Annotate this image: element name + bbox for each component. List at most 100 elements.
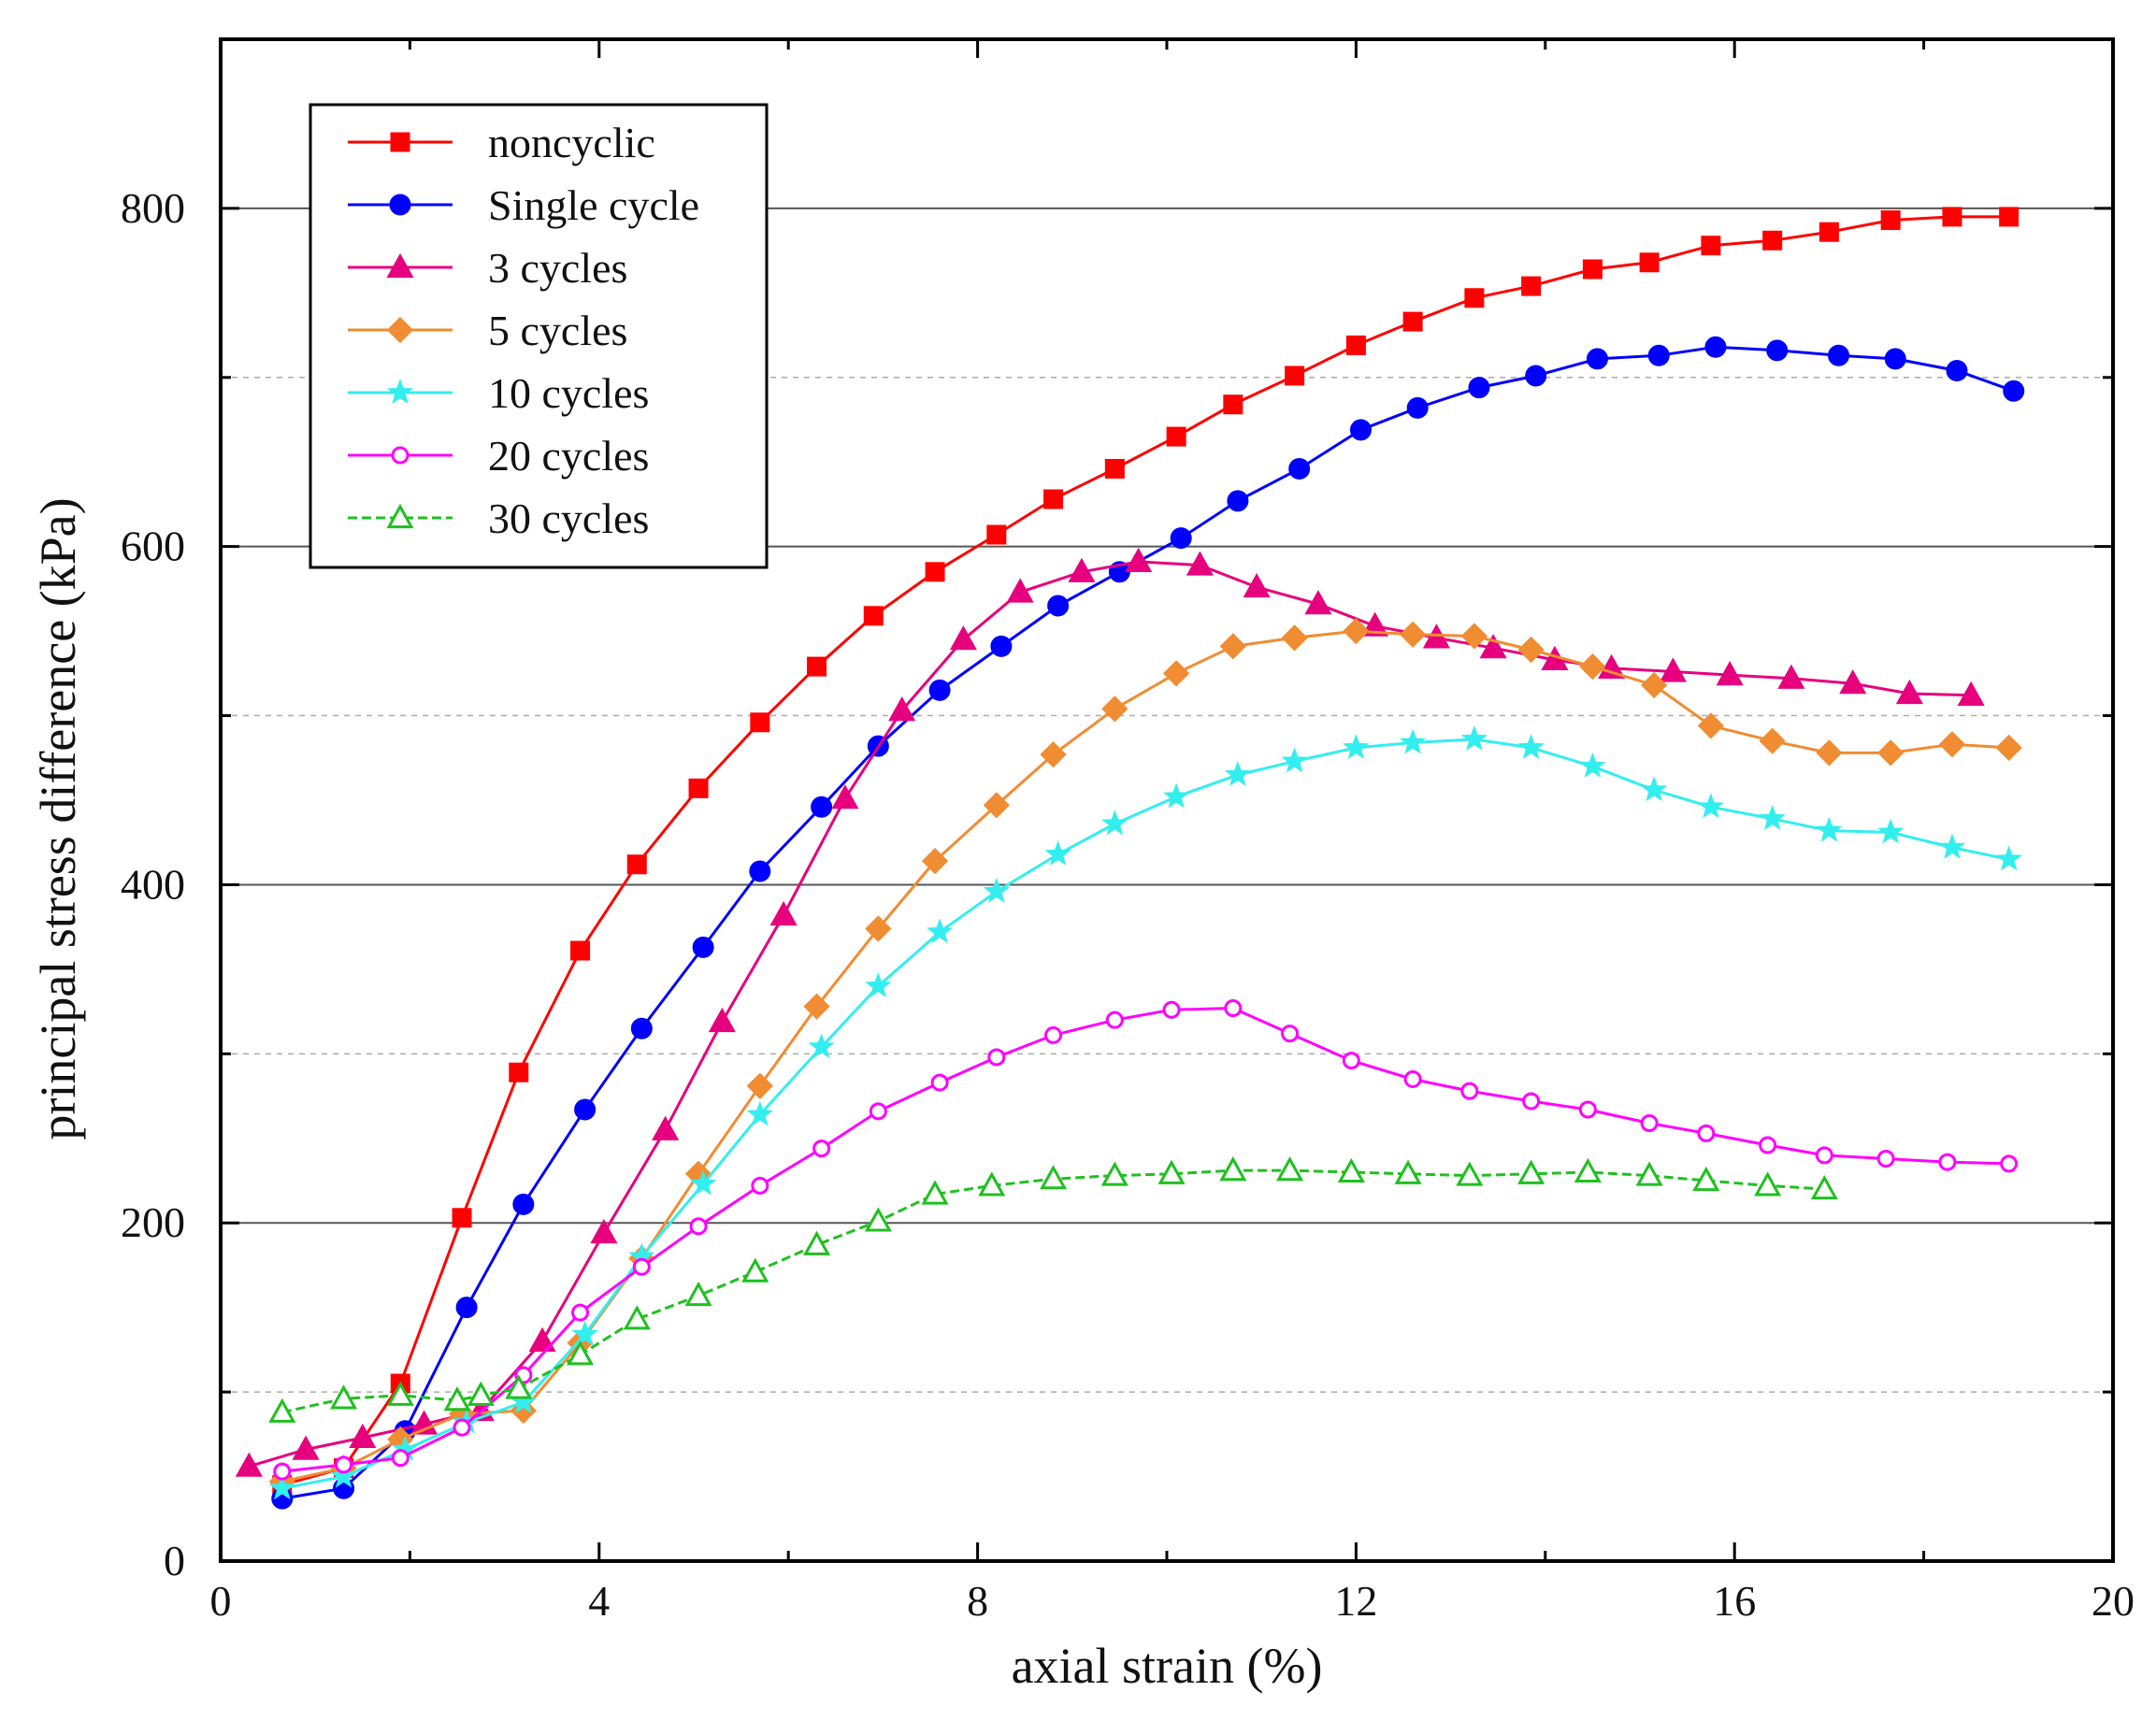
data-point-single-cycle <box>1828 344 1850 366</box>
data-point-20-cycles <box>2000 1154 2019 1173</box>
data-point-3-cycles <box>1716 661 1744 686</box>
data-point-10-cycles <box>1281 747 1308 773</box>
data-point-single-cycle <box>574 1098 596 1121</box>
data-point-5-cycles <box>983 792 1010 819</box>
data-point-noncyclic <box>1345 335 1366 355</box>
data-point-single-cycle <box>2003 380 2025 402</box>
data-point-20-cycles <box>335 1455 353 1474</box>
data-point-20-cycles <box>1697 1124 1716 1142</box>
data-point-30-cycles <box>623 1305 651 1330</box>
data-point-10-cycles <box>1517 734 1545 759</box>
data-point-20-cycles <box>391 1449 410 1468</box>
data-point-20-cycles <box>930 1073 949 1092</box>
data-point-single-cycle <box>1170 527 1192 550</box>
data-point-30-cycles <box>1040 1165 1068 1190</box>
data-point-noncyclic <box>863 606 884 626</box>
y-tick-label: 800 <box>121 184 185 232</box>
data-point-5-cycles <box>1040 741 1067 768</box>
series-5-cycles <box>268 617 2022 1496</box>
y-tick-label: 400 <box>121 860 185 908</box>
x-tick-label: 0 <box>210 1577 232 1625</box>
data-point-30-cycles <box>330 1384 358 1410</box>
data-point-noncyclic <box>1285 366 1305 386</box>
data-point-noncyclic <box>986 524 1007 545</box>
data-point-30-cycles <box>1219 1156 1247 1182</box>
data-point-single-cycle <box>1047 595 1070 617</box>
data-point-30-cycles <box>1517 1159 1545 1184</box>
data-point-30-cycles <box>1337 1157 1365 1183</box>
data-point-5-cycles <box>1281 624 1308 652</box>
legend-label-single-cycle: Single cycle <box>488 181 699 229</box>
data-point-3-cycles <box>1598 653 1626 680</box>
data-point-single-cycle <box>1525 365 1547 387</box>
data-point-20-cycles <box>751 1176 769 1195</box>
data-point-10-cycles <box>1460 724 1488 751</box>
data-point-10-cycles <box>1877 818 1904 844</box>
legend-label-noncyclic: noncyclic <box>488 119 655 166</box>
data-point-single-cycle <box>749 860 771 882</box>
data-point-5-cycles <box>1759 727 1786 754</box>
data-point-noncyclic <box>1464 288 1485 308</box>
legend-label-3-cycles: 3 cycles <box>488 244 627 292</box>
data-point-5-cycles <box>1343 617 1370 645</box>
data-point-noncyclic <box>1818 222 1839 242</box>
data-point-noncyclic <box>1166 426 1186 447</box>
data-point-10-cycles <box>926 918 954 944</box>
x-tick-label: 12 <box>1334 1577 1377 1625</box>
data-point-20-cycles <box>1281 1025 1300 1043</box>
legend: noncyclic Single cycle 3 cycles 5 cycles 10 … <box>309 103 769 569</box>
data-point-30-cycles <box>467 1381 495 1406</box>
data-point-20-cycles <box>987 1048 1006 1067</box>
data-point-noncyclic <box>509 1062 529 1082</box>
data-point-10-cycles <box>330 1462 357 1488</box>
data-point-30-cycles <box>1456 1161 1484 1186</box>
data-point-3-cycles <box>1186 551 1214 576</box>
data-point-3-cycles <box>1479 634 1507 659</box>
data-point-3-cycles <box>1839 669 1867 695</box>
y-axis-title: principal stress difference (kPa) <box>30 497 86 1140</box>
data-point-10-cycles <box>1343 734 1370 759</box>
x-tick-label: 4 <box>588 1577 610 1625</box>
legend-label-30-cycles: 30 cycles <box>488 494 649 542</box>
data-point-single-cycle <box>630 1017 653 1039</box>
data-point-5-cycles <box>1399 621 1427 648</box>
data-point-20-cycles <box>1938 1153 1957 1171</box>
y-tick-label: 600 <box>121 523 185 570</box>
data-point-20-cycles <box>1460 1082 1479 1100</box>
data-point-noncyclic <box>925 562 945 582</box>
y-axis-tick-labels: 0 200 400 600 800 <box>121 184 185 1584</box>
data-point-10-cycles <box>689 1169 717 1196</box>
data-point-30-cycles <box>1394 1159 1422 1184</box>
legend-box <box>309 103 769 569</box>
data-point-single-cycle <box>1586 348 1608 370</box>
x-tick-label: 16 <box>1713 1577 1756 1625</box>
data-point-single-cycle <box>1406 396 1429 419</box>
data-point-single-cycle <box>692 936 714 958</box>
data-point-single-cycle <box>1704 336 1727 358</box>
data-point-noncyclic <box>626 854 647 875</box>
data-point-3-cycles <box>1068 557 1096 582</box>
x-axis-tick-labels: 0 4 8 12 16 20 <box>210 1577 2135 1625</box>
data-point-noncyclic <box>807 656 827 677</box>
data-point-3-cycles <box>1422 624 1450 649</box>
data-point-10-cycles <box>1044 839 1071 866</box>
data-point-5-cycles <box>865 915 892 942</box>
data-point-3-cycles <box>1006 578 1034 603</box>
data-point-single-cycle <box>1227 490 1249 512</box>
data-point-single-cycle <box>990 635 1013 657</box>
data-point-noncyclic <box>1942 207 1962 227</box>
data-point-3-cycles <box>708 1007 736 1033</box>
legend-marker-single-cycle <box>389 194 411 216</box>
data-point-single-cycle <box>1766 339 1789 362</box>
series-10-cycles <box>268 724 2022 1500</box>
data-point-5-cycles <box>921 847 949 875</box>
series-20-cycles <box>273 998 2019 1481</box>
data-point-noncyclic <box>570 940 591 961</box>
data-point-3-cycles <box>1243 572 1271 598</box>
data-point-20-cycles <box>1578 1100 1597 1119</box>
data-point-20-cycles <box>453 1418 471 1437</box>
data-point-5-cycles <box>1162 660 1190 687</box>
data-point-noncyclic <box>688 778 709 798</box>
data-point-10-cycles <box>1579 752 1606 778</box>
data-point-single-cycle <box>811 796 833 818</box>
